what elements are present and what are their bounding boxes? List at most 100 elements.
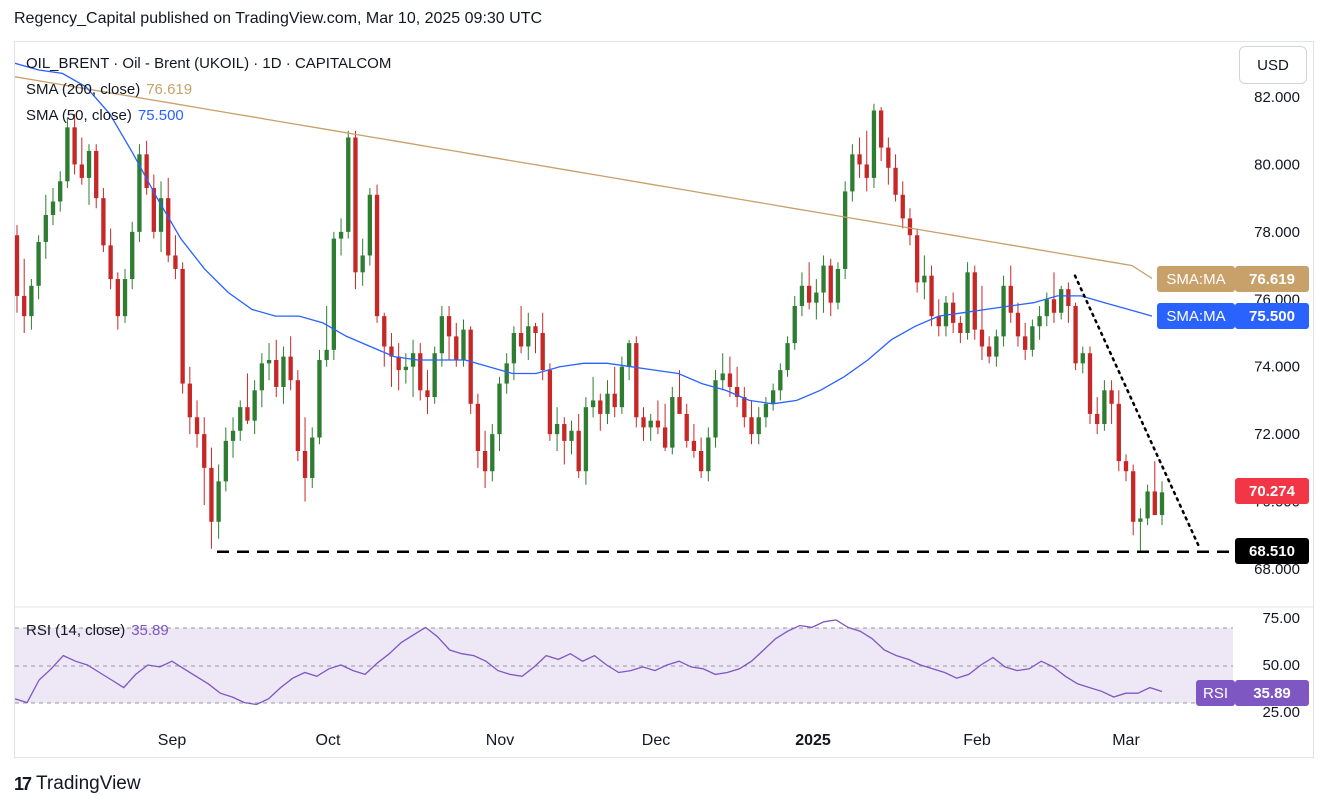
rsi-value-tag-label: RSI: [1203, 685, 1228, 702]
candle-body: [828, 265, 833, 303]
candle: [540, 312, 545, 381]
candle-body: [187, 383, 192, 418]
legend-sma50[interactable]: SMA (50, close) 75.500: [26, 107, 184, 124]
candle-body: [936, 316, 941, 327]
sma200-price-tag-value: 76.619: [1249, 271, 1295, 288]
candle: [526, 312, 531, 360]
candle: [475, 393, 481, 468]
candle-body: [432, 353, 437, 398]
candle-body: [670, 397, 675, 448]
candle-body: [864, 164, 869, 178]
candle: [1152, 461, 1157, 516]
candle-body: [634, 343, 639, 418]
candle-body: [468, 329, 473, 404]
legend-symbol[interactable]: OIL_BRENT · Oil - Brent (UKOIL) · 1D · C…: [26, 55, 391, 72]
candle: [886, 137, 891, 185]
candle: [79, 137, 84, 185]
candle-body: [792, 306, 797, 344]
legend-rsi[interactable]: RSI (14, close) 35.89: [26, 622, 169, 639]
candle: [194, 400, 200, 448]
candle: [734, 366, 740, 408]
candle-body: [209, 467, 214, 522]
trendline-dotted: [1073, 274, 1202, 551]
candle-body: [648, 420, 653, 428]
candle-body: [22, 295, 27, 317]
candle: [72, 113, 77, 175]
time-axis[interactable]: Sep Oct Nov Dec 2025 Feb Mar: [158, 732, 1141, 749]
candle-body: [1059, 289, 1064, 313]
price-tick-label: 74.000: [1254, 359, 1300, 376]
candle: [641, 407, 646, 441]
candle-body: [987, 346, 992, 357]
candle: [1123, 454, 1129, 482]
candle: [353, 130, 358, 290]
legend-sma200-label: SMA (200, close): [26, 81, 141, 98]
candle: [1015, 302, 1021, 347]
sma200-price-tag-value-box: [1235, 266, 1309, 292]
candle-body: [475, 403, 481, 451]
candle-body: [590, 400, 596, 408]
candle: [612, 366, 617, 418]
candle: [94, 144, 99, 209]
candle-body: [461, 329, 466, 360]
candle-body: [295, 380, 301, 451]
candle-body: [302, 451, 308, 478]
candle: [626, 339, 632, 381]
price-axis[interactable]: 82.00080.00078.00076.00074.00072.00070.0…: [1254, 89, 1300, 578]
legend-sma200[interactable]: SMA (200, close) 76.619: [26, 81, 192, 98]
candle: [274, 339, 279, 398]
legend-symbol-text: OIL_BRENT · Oil - Brent (UKOIL) · 1D · C…: [26, 55, 392, 72]
candle-body: [446, 316, 452, 337]
candle: [490, 424, 495, 482]
candle-body: [612, 393, 617, 408]
footer-brand-text: TradingView: [36, 773, 141, 794]
candle-body: [878, 110, 884, 148]
time-tick-label: Nov: [486, 732, 514, 749]
candle: [1051, 272, 1057, 323]
rsi-axis[interactable]: 75.00 50.00 25.00: [1262, 610, 1300, 721]
footer-brand[interactable]: 17 TradingView: [14, 773, 141, 795]
candle: [439, 306, 445, 367]
candle: [576, 413, 581, 478]
candle: [266, 343, 272, 381]
sma200-price-tag: SMA:MA 76.619: [1157, 266, 1309, 292]
candle: [1037, 306, 1042, 340]
candle-body: [540, 333, 545, 371]
candle-body: [576, 430, 581, 472]
candle: [461, 319, 466, 367]
candle: [1138, 508, 1143, 553]
candle-body: [288, 356, 293, 381]
candle-body: [958, 322, 963, 333]
currency-button[interactable]: USD: [1239, 46, 1307, 84]
candle: [518, 306, 524, 354]
candle: [1023, 322, 1028, 360]
candle: [180, 262, 185, 394]
candle-body: [662, 427, 668, 448]
candle-body: [180, 268, 185, 384]
candle-body: [1152, 491, 1157, 516]
candle: [338, 218, 344, 256]
candle: [130, 221, 135, 290]
candle-body: [554, 424, 560, 435]
candle-body: [79, 164, 84, 178]
rsi-value-tag-label-box: [1196, 680, 1235, 706]
candle-body: [497, 383, 502, 435]
candle-body: [281, 356, 286, 387]
candle-body: [1116, 403, 1121, 462]
candle-body: [842, 191, 848, 269]
candle: [583, 397, 589, 485]
support-price-tag: 68.510: [1235, 538, 1309, 564]
candle-body: [425, 390, 430, 398]
candle: [1159, 481, 1165, 526]
candle: [547, 363, 553, 441]
candle: [958, 316, 963, 344]
candle: [720, 353, 725, 391]
candle-body: [1102, 390, 1107, 425]
candle: [972, 265, 977, 340]
price-tags-group: SMA:MA 76.619 SMA:MA 75.500 70.274 68.510 RSI 3…: [1157, 266, 1309, 706]
candle-body: [482, 451, 488, 472]
time-tick-label: Mar: [1112, 732, 1140, 749]
candle: [878, 107, 884, 162]
rsi-tick-label: 50.00: [1262, 657, 1300, 674]
